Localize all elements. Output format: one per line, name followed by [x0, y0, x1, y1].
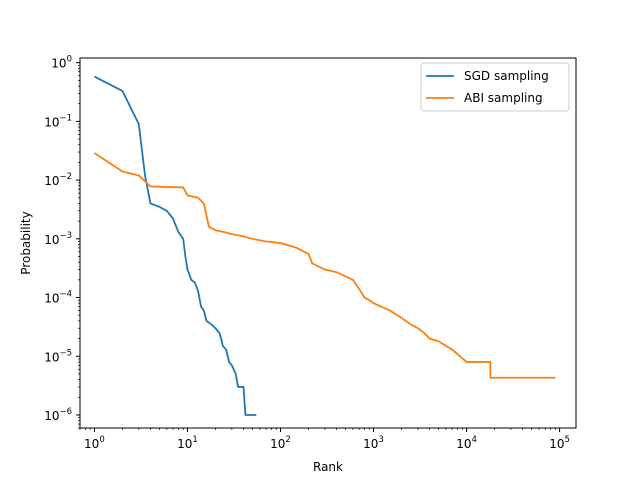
plot-area [80, 58, 576, 428]
x-tick-label-1: 101 [177, 435, 198, 451]
legend-label-sgd: SGD sampling [464, 69, 549, 83]
y-tick-label-5: 10−1 [44, 113, 72, 129]
x-tick-label-2: 102 [270, 435, 291, 451]
y-tick-label-1: 10−5 [44, 348, 72, 364]
series-line-1 [93, 152, 556, 379]
x-tick-label-3: 103 [363, 435, 384, 451]
series-layer [93, 75, 556, 416]
legend-label-abi: ABI sampling [464, 91, 543, 105]
y-tick-label-2: 10−4 [44, 290, 72, 306]
x-tick-label-5: 105 [549, 435, 570, 451]
y-tick-label-4: 10−2 [44, 172, 72, 188]
series-line-0 [93, 75, 257, 416]
x-axis-label: Rank [313, 460, 343, 474]
y-axis-label: Probability [19, 211, 33, 274]
plot-frame [79, 57, 577, 429]
legend-box [420, 62, 570, 112]
x-tick-label-4: 104 [456, 435, 477, 451]
y-tick-label-0: 10−6 [44, 407, 72, 423]
legend: SGD sampling ABI sampling [420, 62, 570, 112]
x-tick-label-0: 100 [84, 435, 105, 451]
y-tick-label-6: 100 [51, 55, 72, 71]
y-tick-label-3: 10−3 [44, 231, 72, 247]
